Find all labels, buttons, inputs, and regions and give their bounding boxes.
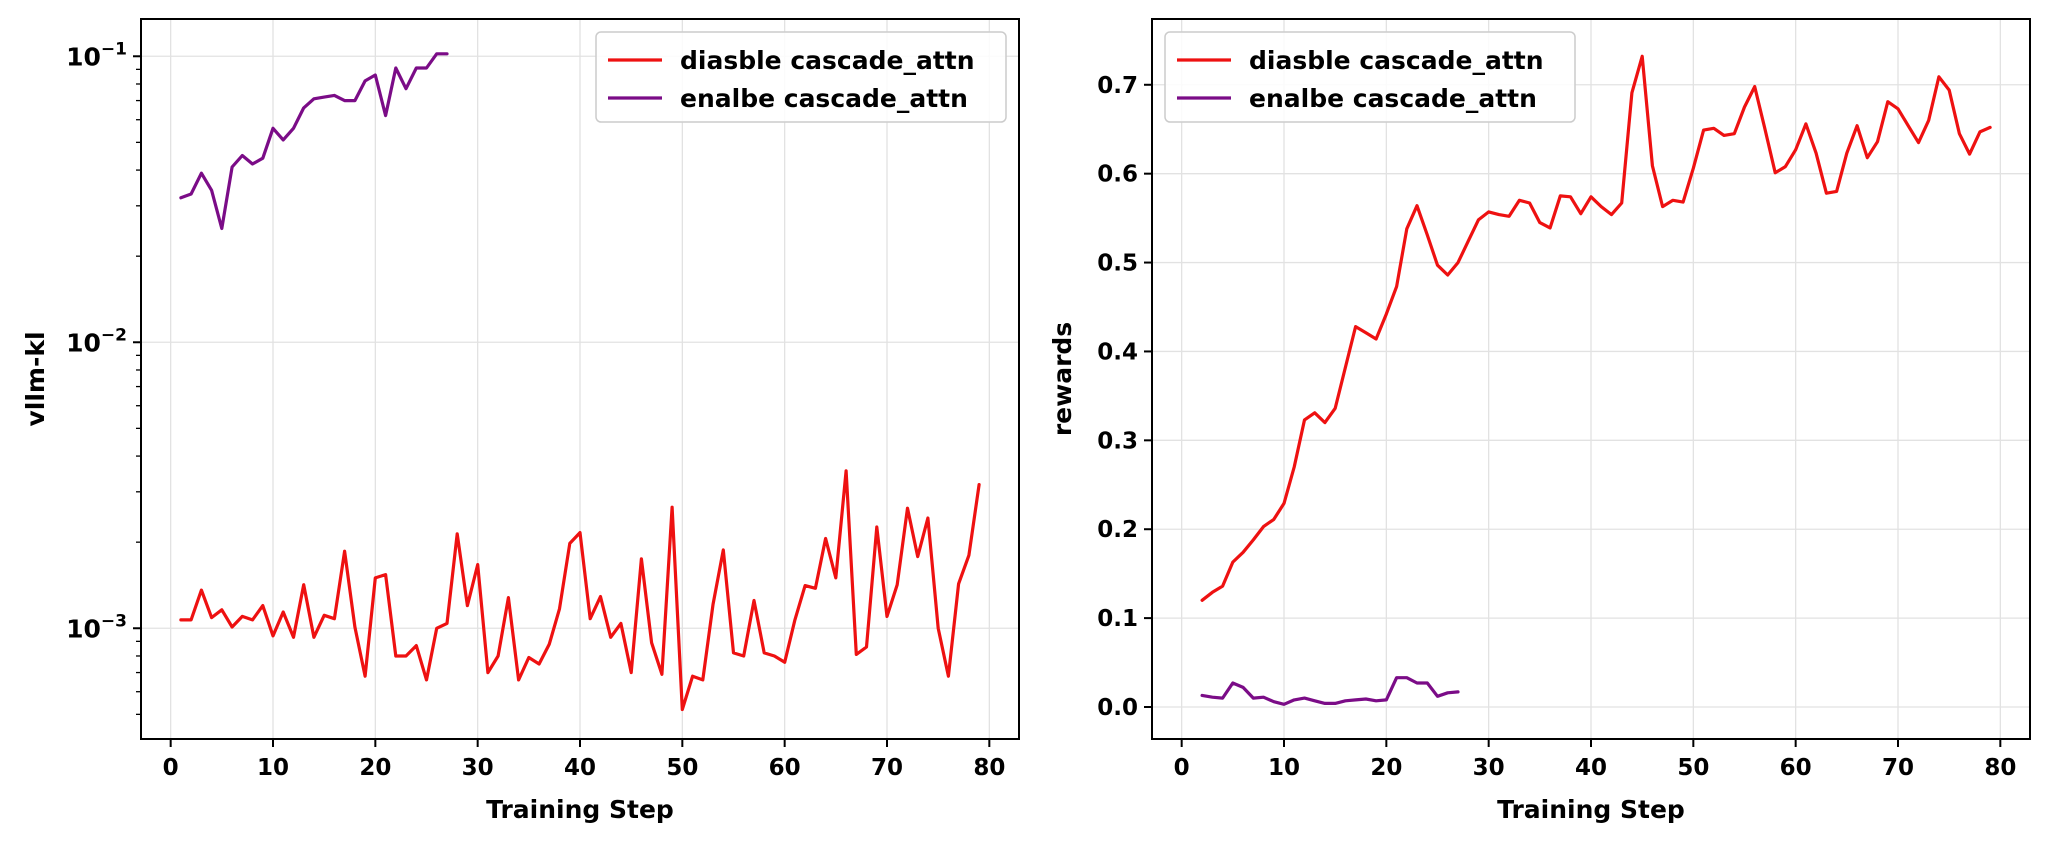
kl-y-axis-label: vllm-kl: [21, 331, 50, 426]
kl-x-tick-label: 30: [462, 755, 494, 781]
rewards-x-tick-label: 40: [1575, 755, 1607, 781]
rewards-legend-box: [1164, 31, 1576, 123]
tick-exponent-base: 10: [66, 614, 101, 643]
rewards-x-tick-label: 10: [1268, 755, 1300, 781]
tick-exponent-base: 10: [66, 328, 101, 357]
kl-legend-label: enalbe cascade_attn: [680, 84, 968, 113]
kl-x-tick-label: 50: [666, 755, 698, 781]
tick-exponent-base: 10: [66, 42, 101, 71]
kl-x-tick-label: 0: [163, 755, 179, 781]
kl-x-tick-label: 10: [257, 755, 289, 781]
rewards-x-tick-label: 60: [1780, 755, 1812, 781]
rewards-legend-label: diasble cascade_attn: [1249, 46, 1544, 75]
kl-x-tick-label: 20: [359, 755, 391, 781]
rewards-x-tick-label: 50: [1677, 755, 1709, 781]
rewards-x-axis-label: Training Step: [1497, 795, 1685, 824]
rewards-y-tick-label: 0.1: [1097, 606, 1138, 632]
tick-exponent: −3: [101, 611, 127, 631]
rewards-y-axis-label: rewards: [1048, 322, 1077, 436]
rewards-y-tick-label: 0.2: [1097, 517, 1138, 543]
kl-legend-label: diasble cascade_attn: [680, 46, 975, 75]
kl-x-axis-label: Training Step: [486, 795, 674, 824]
kl-x-tick-label: 70: [871, 755, 903, 781]
rewards-x-tick-label: 30: [1473, 755, 1505, 781]
kl-x-tick-label: 60: [769, 755, 801, 781]
rewards-chart-panel: 0 10 20 30 40 50 60 70 80 0.0 0.1 0.2 0.3 0.4 0.5 0.6 0.…: [1048, 18, 2031, 824]
kl-legend-box: [595, 31, 1007, 123]
kl-x-tick-label: 40: [564, 755, 596, 781]
rewards-y-tick-label: 0.6: [1097, 162, 1138, 188]
rewards-y-tick-label: 0.0: [1097, 695, 1138, 721]
rewards-x-tick-label: 0: [1174, 755, 1190, 781]
kl-series-disable-line: [179, 469, 981, 712]
rewards-y-tick-label: 0.4: [1097, 339, 1138, 365]
kl-x-tick-label: 80: [973, 755, 1005, 781]
rewards-y-tick-label: 0.5: [1097, 251, 1138, 277]
rewards-y-tick-label: 0.7: [1097, 73, 1138, 99]
rewards-x-tick-label: 70: [1882, 755, 1914, 781]
kl-y-tick-label: 10−1: [66, 39, 127, 71]
tick-exponent: −2: [101, 325, 127, 345]
rewards-y-tick-label: 0.3: [1097, 428, 1138, 454]
rewards-x-tick-label: 80: [1984, 755, 2016, 781]
rewards-series-enable-line: [1200, 676, 1460, 706]
kl-series-enable-line: [179, 52, 449, 231]
kl-y-tick-label: 10−2: [66, 325, 127, 357]
rewards-x-tick-label: 20: [1370, 755, 1402, 781]
rewards-series-disable-line: [1200, 54, 1992, 602]
kl-y-tick-label: 10−3: [66, 611, 127, 643]
rewards-legend-label: enalbe cascade_attn: [1249, 84, 1537, 113]
tick-exponent: −1: [101, 39, 127, 59]
